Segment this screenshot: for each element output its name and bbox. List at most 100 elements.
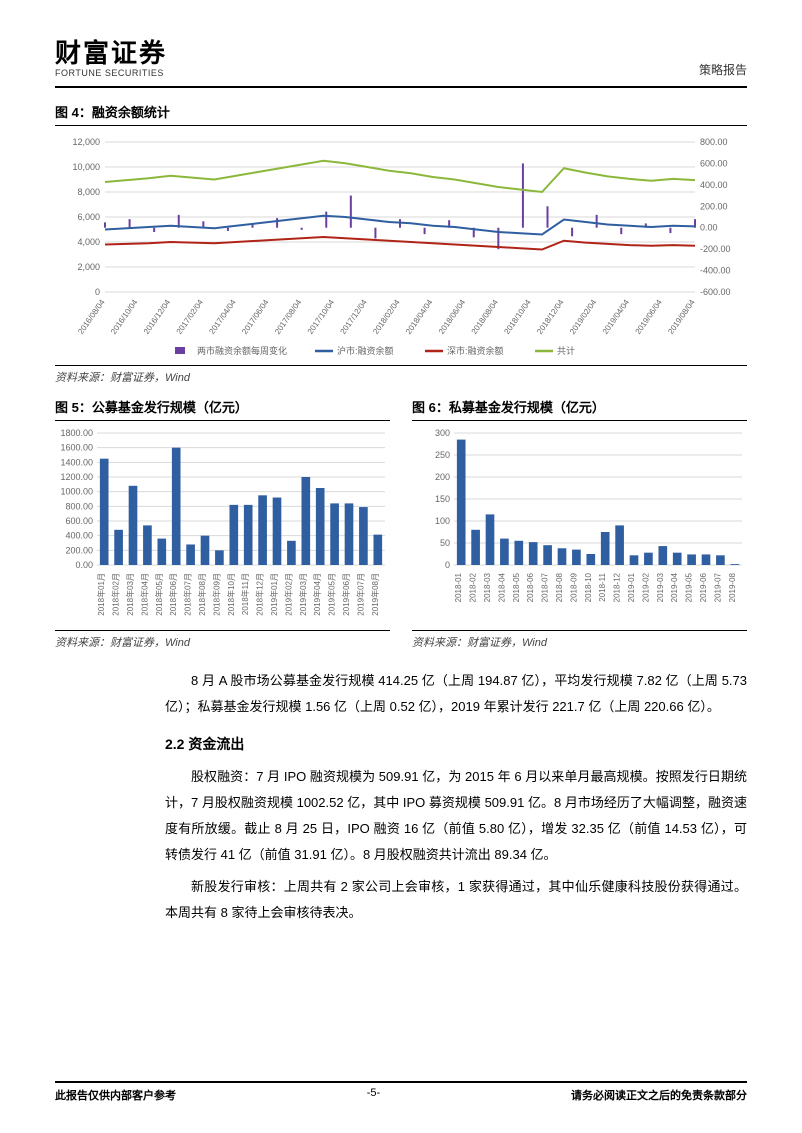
svg-text:2018/02/04: 2018/02/04 [371, 298, 402, 336]
svg-text:2017/12/04: 2017/12/04 [339, 298, 370, 336]
fig5-title: 图 5：公募基金发行规模（亿元） [55, 397, 390, 421]
svg-text:2019年07月: 2019年07月 [355, 573, 365, 616]
svg-text:2019年02月: 2019年02月 [283, 573, 293, 616]
svg-text:2018年12月: 2018年12月 [255, 573, 265, 616]
svg-text:2018年03月: 2018年03月 [125, 573, 135, 616]
svg-text:600.00: 600.00 [700, 159, 728, 169]
fig4-svg: 02,0004,0006,0008,00010,00012,000-600.00… [55, 132, 745, 362]
svg-text:2019-03: 2019-03 [656, 573, 665, 603]
svg-text:2017/08/04: 2017/08/04 [273, 298, 304, 336]
figures-5-6-row: 图 5：公募基金发行规模（亿元） 0.00 200.00 400.00 600.00 8… [55, 397, 747, 650]
logo-block: 财富证券 FORTUNE SECURITIES [55, 40, 167, 78]
svg-text:2019/04/04: 2019/04/04 [601, 298, 632, 336]
svg-text:2019/02/04: 2019/02/04 [568, 298, 599, 336]
svg-text:2018年05月: 2018年05月 [154, 573, 164, 616]
svg-text:共计: 共计 [557, 345, 575, 356]
svg-text:2018年11月: 2018年11月 [240, 573, 250, 615]
logo-en: FORTUNE SECURITIES [55, 69, 167, 79]
body-text: 8 月 A 股市场公募基金发行规模 414.25 亿（上周 194.87 亿），… [55, 668, 747, 926]
svg-text:2019-05: 2019-05 [685, 573, 694, 603]
svg-text:2018-09: 2018-09 [569, 573, 578, 603]
svg-text:2018-05: 2018-05 [512, 573, 521, 603]
svg-text:2017/10/04: 2017/10/04 [306, 298, 337, 336]
svg-text:2017/04/04: 2017/04/04 [207, 298, 238, 336]
svg-text:深市:融资余额: 深市:融资余额 [447, 345, 504, 356]
svg-text:2018-12: 2018-12 [613, 573, 622, 603]
svg-text:两市融资余额每周变化: 两市融资余额每周变化 [197, 345, 287, 356]
svg-text:2019-04: 2019-04 [670, 573, 679, 603]
svg-text:0.00: 0.00 [75, 560, 93, 570]
fig4-chart: 02,0004,0006,0008,00010,00012,000-600.00… [55, 132, 747, 362]
svg-text:2018年01月: 2018年01月 [96, 573, 106, 616]
footer-right: 请务必阅读正文之后的免责条款部分 [571, 1087, 747, 1103]
svg-text:400.00: 400.00 [65, 531, 93, 541]
svg-text:8,000: 8,000 [77, 187, 100, 197]
svg-text:-600.00: -600.00 [700, 287, 731, 297]
paragraph-3: 新股发行审核：上周共有 2 家公司上会审核，1 家获得通过，其中仙乐健康科技股份… [165, 874, 747, 926]
svg-text:800.00: 800.00 [700, 137, 728, 147]
svg-text:2018-07: 2018-07 [541, 573, 550, 603]
svg-text:0: 0 [95, 287, 100, 297]
svg-text:2019-08: 2019-08 [728, 573, 737, 603]
report-type: 策略报告 [699, 61, 747, 78]
figure-5: 图 5：公募基金发行规模（亿元） 0.00 200.00 400.00 600.00 8… [55, 397, 390, 650]
svg-text:250: 250 [435, 450, 450, 460]
svg-text:2018/10/04: 2018/10/04 [502, 298, 533, 336]
svg-text:2018/08/04: 2018/08/04 [470, 298, 501, 336]
svg-text:2018-10: 2018-10 [584, 573, 593, 603]
svg-text:1800.00: 1800.00 [60, 428, 93, 438]
svg-text:2018/06/04: 2018/06/04 [437, 298, 468, 336]
svg-text:1600.00: 1600.00 [60, 443, 93, 453]
svg-text:2019年08月: 2019年08月 [370, 573, 380, 616]
fig4-source: 资料来源：财富证券，Wind [55, 365, 747, 385]
paragraph-1: 8 月 A 股市场公募基金发行规模 414.25 亿（上周 194.87 亿），… [165, 668, 747, 720]
svg-text:2018-11: 2018-11 [598, 573, 607, 602]
fig6-title: 图 6：私募基金发行规模（亿元） [412, 397, 747, 421]
page-header: 财富证券 FORTUNE SECURITIES 策略报告 [55, 40, 747, 88]
svg-text:2019年05月: 2019年05月 [327, 573, 337, 616]
svg-text:2019年04月: 2019年04月 [312, 573, 322, 616]
svg-text:400.00: 400.00 [700, 180, 728, 190]
paragraph-2: 股权融资：7 月 IPO 融资规模为 509.91 亿，为 2015 年 6 月… [165, 764, 747, 868]
svg-text:200.00: 200.00 [700, 202, 728, 212]
svg-text:200.00: 200.00 [65, 546, 93, 556]
svg-text:2018-06: 2018-06 [526, 573, 535, 603]
svg-text:2018-04: 2018-04 [497, 573, 506, 603]
svg-text:2018/12/04: 2018/12/04 [535, 298, 566, 336]
fig5-svg: 0.00200.00400.00600.00800.001000.001200.… [55, 427, 389, 627]
svg-text:2019-01: 2019-01 [627, 573, 636, 603]
footer-left: 此报告仅供内部客户参考 [55, 1087, 176, 1103]
svg-text:-400.00: -400.00 [700, 266, 731, 276]
svg-text:2019/06/04: 2019/06/04 [634, 298, 665, 336]
svg-text:2019-02: 2019-02 [641, 573, 650, 603]
svg-text:1400.00: 1400.00 [60, 458, 93, 468]
svg-text:2018年08月: 2018年08月 [197, 573, 207, 616]
svg-text:0.00: 0.00 [700, 223, 718, 233]
svg-text:4,000: 4,000 [77, 237, 100, 247]
svg-text:2018年06月: 2018年06月 [168, 573, 178, 616]
svg-text:2016/08/04: 2016/08/04 [76, 298, 107, 336]
page-footer: 此报告仅供内部客户参考 -5- 请务必阅读正文之后的免责条款部分 [55, 1081, 747, 1103]
svg-text:100: 100 [435, 516, 450, 526]
svg-text:1000.00: 1000.00 [60, 487, 93, 497]
svg-text:600.00: 600.00 [65, 516, 93, 526]
svg-text:2018-02: 2018-02 [469, 573, 478, 603]
svg-text:2018年09月: 2018年09月 [211, 573, 221, 616]
svg-text:沪市:融资余额: 沪市:融资余额 [337, 345, 394, 356]
svg-text:6,000: 6,000 [77, 212, 100, 222]
svg-text:2018年04月: 2018年04月 [139, 573, 149, 616]
svg-text:12,000: 12,000 [72, 137, 100, 147]
figure-4: 图 4：融资余额统计 02,0004,0006,0008,00010,00012… [55, 102, 747, 385]
svg-text:2017/06/04: 2017/06/04 [240, 298, 271, 336]
svg-text:2019年06月: 2019年06月 [341, 573, 351, 616]
svg-text:2018-01: 2018-01 [454, 573, 463, 603]
svg-text:2018-03: 2018-03 [483, 573, 492, 603]
svg-text:-200.00: -200.00 [700, 245, 731, 255]
svg-text:2018年10月: 2018年10月 [226, 573, 236, 616]
svg-text:2016/12/04: 2016/12/04 [142, 298, 173, 336]
svg-text:2018-08: 2018-08 [555, 573, 564, 603]
svg-text:2,000: 2,000 [77, 262, 100, 272]
svg-text:800.00: 800.00 [65, 502, 93, 512]
svg-text:2019年03月: 2019年03月 [298, 573, 308, 616]
svg-text:150: 150 [435, 494, 450, 504]
